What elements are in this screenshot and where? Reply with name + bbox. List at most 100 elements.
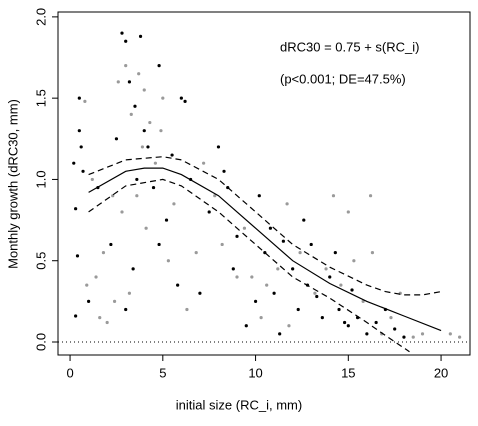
x-tick-label: 20 xyxy=(434,365,448,380)
x-tick-label: 10 xyxy=(248,365,262,380)
point xyxy=(172,202,176,206)
x-axis-label: initial size (RC_i, mm) xyxy=(176,397,302,412)
annotation: dRC30 = 0.75 + s(RC_i) xyxy=(280,39,419,54)
point xyxy=(166,259,170,263)
point xyxy=(176,283,180,287)
plot-frame xyxy=(57,11,471,356)
point xyxy=(142,129,146,133)
point xyxy=(389,316,393,320)
fit-line xyxy=(88,167,442,332)
point xyxy=(320,316,324,320)
point xyxy=(339,283,343,287)
point xyxy=(151,185,156,190)
point xyxy=(231,267,235,271)
point xyxy=(420,332,425,336)
point xyxy=(161,96,165,100)
point xyxy=(83,99,87,104)
point xyxy=(198,291,202,295)
point xyxy=(131,267,135,271)
point xyxy=(164,218,169,222)
point xyxy=(157,64,161,68)
point xyxy=(313,291,317,295)
point xyxy=(74,314,78,318)
point xyxy=(374,320,378,325)
point xyxy=(135,194,139,198)
point xyxy=(324,267,328,271)
point xyxy=(402,335,406,339)
point xyxy=(185,307,189,312)
point xyxy=(328,275,332,279)
point xyxy=(244,324,248,328)
point xyxy=(183,99,187,104)
confidence-band xyxy=(88,178,410,353)
point xyxy=(352,259,356,263)
point xyxy=(124,307,128,312)
point xyxy=(116,80,120,84)
point xyxy=(138,34,143,38)
point xyxy=(75,254,80,258)
point xyxy=(368,194,373,198)
x-tick-label: 0 xyxy=(66,365,73,380)
point xyxy=(105,320,109,325)
point xyxy=(129,112,133,117)
point xyxy=(87,299,91,303)
point xyxy=(101,250,106,255)
point xyxy=(285,202,289,206)
point xyxy=(127,80,132,84)
point xyxy=(315,294,319,299)
point xyxy=(85,283,89,287)
point xyxy=(137,72,141,76)
point xyxy=(298,250,302,255)
point xyxy=(133,104,137,108)
point xyxy=(140,145,145,149)
point xyxy=(213,194,217,198)
point xyxy=(393,327,397,331)
point xyxy=(222,169,226,173)
y-tick-label: 0.0 xyxy=(33,333,48,351)
point xyxy=(127,291,132,295)
point xyxy=(220,242,224,247)
point xyxy=(81,169,85,173)
point xyxy=(148,120,152,125)
point xyxy=(302,218,306,222)
point xyxy=(291,267,295,271)
point xyxy=(94,275,98,279)
point xyxy=(265,283,269,287)
point xyxy=(146,145,150,149)
y-tick-label: 2.0 xyxy=(33,8,48,26)
point xyxy=(250,275,254,279)
point xyxy=(135,177,139,182)
y-tick-label: 1.0 xyxy=(33,170,48,188)
point xyxy=(281,239,285,243)
point xyxy=(77,129,81,133)
point xyxy=(343,320,347,325)
point xyxy=(79,145,83,149)
point xyxy=(296,307,300,312)
point xyxy=(194,250,198,255)
point xyxy=(159,129,163,133)
point xyxy=(109,242,113,247)
point xyxy=(207,210,211,214)
point xyxy=(370,250,375,255)
point xyxy=(276,267,280,271)
point xyxy=(77,96,81,100)
point xyxy=(124,39,128,43)
point xyxy=(333,250,337,255)
point xyxy=(142,88,146,92)
point xyxy=(202,161,206,165)
point xyxy=(179,96,183,100)
y-tick-label: 0.5 xyxy=(33,252,48,270)
point xyxy=(268,226,272,230)
y-axis-label: Monthly growth (dRC30, mm) xyxy=(5,99,20,269)
point xyxy=(411,335,415,339)
point xyxy=(114,137,119,141)
point xyxy=(153,161,157,165)
point xyxy=(74,207,78,211)
point xyxy=(98,316,102,320)
point xyxy=(253,299,258,303)
x-tick-label: 5 xyxy=(159,365,166,380)
point xyxy=(157,242,161,247)
point xyxy=(346,324,350,328)
point xyxy=(337,307,341,312)
